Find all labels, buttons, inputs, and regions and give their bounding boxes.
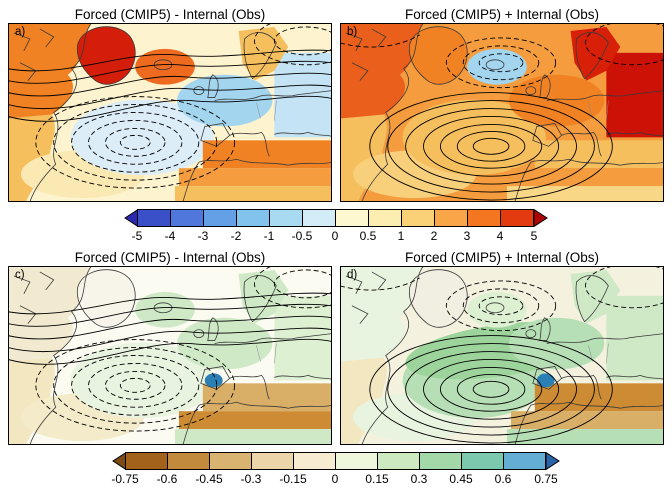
colorbar-tick-label: 0.6 <box>494 472 512 486</box>
colorbar-segment <box>170 209 204 227</box>
anomaly-field <box>8 266 332 445</box>
colorbar-tick-label: 0 <box>331 472 339 486</box>
colorbar-tick-label: -0.15 <box>279 472 307 486</box>
colorbar-tick-label: 0.15 <box>365 472 389 486</box>
colorbar-segment <box>269 209 303 227</box>
map-border <box>8 23 332 202</box>
colorbar-lower-bar <box>112 452 560 470</box>
colorbar-tick-label: -5 <box>131 229 143 243</box>
colorbar-tick-label: 3 <box>463 229 471 243</box>
colorbar-tick-label: -1 <box>263 229 275 243</box>
panel-title-a: Forced (CMIP5) - Internal (Obs) <box>74 7 266 22</box>
bottom-row: Forced (CMIP5) - Internal (Obs) <box>0 249 672 445</box>
contours-sum <box>340 266 664 444</box>
coastlines <box>345 266 664 445</box>
colorbar-tick-label: -4 <box>164 229 176 243</box>
colorbar-tick-label: -0.3 <box>240 472 262 486</box>
colorbar-tick-label: 5 <box>530 229 538 243</box>
colorbar-segment <box>167 452 210 470</box>
colorbar-tick-label: 0.3 <box>410 472 428 486</box>
colorbar-tick-label: -0.5 <box>291 229 313 243</box>
map-b: b) <box>340 23 664 202</box>
colorbar-tick-label: 0.45 <box>449 472 473 486</box>
colorbar-tick-label: -0.45 <box>195 472 223 486</box>
colorbar-segment <box>503 452 546 470</box>
map-border <box>340 266 664 445</box>
map-border <box>340 23 664 202</box>
colorbar-segment <box>434 209 468 227</box>
map-c: c) <box>8 266 332 445</box>
panel-label-a: a) <box>15 26 26 38</box>
colorbar-arrow-right <box>534 209 548 227</box>
coastlines <box>345 23 664 202</box>
colorbar-tick-label: -3 <box>197 229 209 243</box>
colorbar-segment <box>377 452 420 470</box>
colorbar-segment <box>461 452 504 470</box>
top-row: Forced (CMIP5) - Internal (Obs) <box>0 6 672 202</box>
colorbar-tick-label: 4 <box>496 229 504 243</box>
colorbar-segment <box>293 452 336 470</box>
panel-title-b: Forced (CMIP5) + Internal (Obs) <box>405 7 599 22</box>
colorbar-segment <box>500 209 534 227</box>
colorbar-upper: -5 -4 -3 -2 -1 -0.5 0 0.5 1 2 3 4 5 <box>0 209 672 243</box>
map-a: a) <box>8 23 332 202</box>
colorbar-segment <box>335 452 378 470</box>
colorbar-segment <box>251 452 294 470</box>
colorbar-segment <box>401 209 435 227</box>
panel-label-c: c) <box>15 269 25 281</box>
anomaly-field <box>8 23 332 202</box>
colorbar-segment <box>368 209 402 227</box>
map-svg <box>340 266 664 445</box>
contours-diff <box>8 266 332 432</box>
colorbar-tick-label: -0.6 <box>156 472 178 486</box>
panel-d: Forced (CMIP5) + Internal (Obs) <box>340 249 664 445</box>
colorbar-segment <box>137 209 171 227</box>
colorbar-segment <box>209 452 252 470</box>
colorbar-tick-label: 0 <box>331 229 339 243</box>
panel-title-c: Forced (CMIP5) - Internal (Obs) <box>74 250 266 265</box>
colorbar-tick-label: 0.75 <box>534 472 558 486</box>
colorbar-segment <box>467 209 501 227</box>
panel-c: Forced (CMIP5) - Internal (Obs) <box>8 249 332 445</box>
colorbar-segment <box>236 209 270 227</box>
map-svg <box>8 23 332 202</box>
colorbar-segment <box>203 209 237 227</box>
panel-label-b: b) <box>347 26 358 38</box>
colorbar-segment <box>302 209 336 227</box>
colorbar-tick-label: 2 <box>430 229 438 243</box>
map-d: d) <box>340 266 664 445</box>
colorbar-tick-label: -2 <box>230 229 242 243</box>
panel-a: Forced (CMIP5) - Internal (Obs) <box>8 6 332 202</box>
colorbar-arrow-left <box>112 452 126 470</box>
panel-b: Forced (CMIP5) + Internal (Obs) <box>340 6 664 202</box>
colorbar-segment <box>125 452 168 470</box>
colorbar-segment <box>335 209 369 227</box>
colorbar-arrow-right <box>546 452 560 470</box>
colorbar-upper-bar <box>124 209 548 227</box>
contours-sum <box>340 23 664 201</box>
panel-title-d: Forced (CMIP5) + Internal (Obs) <box>405 250 599 265</box>
colorbar-upper-ticks: -5 -4 -3 -2 -1 -0.5 0 0.5 1 2 3 4 5 <box>124 227 548 243</box>
colorbar-arrow-left <box>124 209 138 227</box>
colorbar-tick-label: 0.5 <box>359 229 377 243</box>
map-svg <box>340 23 664 202</box>
anomaly-field <box>340 23 664 202</box>
panel-label-d: d) <box>347 269 358 281</box>
map-svg <box>8 266 332 445</box>
colorbar-tick-label: -0.75 <box>111 472 139 486</box>
colorbar-tick-label: 1 <box>397 229 405 243</box>
colorbar-segment <box>419 452 462 470</box>
map-border <box>8 266 332 445</box>
colorbar-lower-ticks: -0.75 -0.6 -0.45 -0.3 -0.15 0 0.15 0.3 0.45 0.6 0.… <box>111 470 560 486</box>
colorbar-lower: -0.75 -0.6 -0.45 -0.3 -0.15 0 0.15 0.3 0.45 0.6 0.… <box>0 452 672 486</box>
